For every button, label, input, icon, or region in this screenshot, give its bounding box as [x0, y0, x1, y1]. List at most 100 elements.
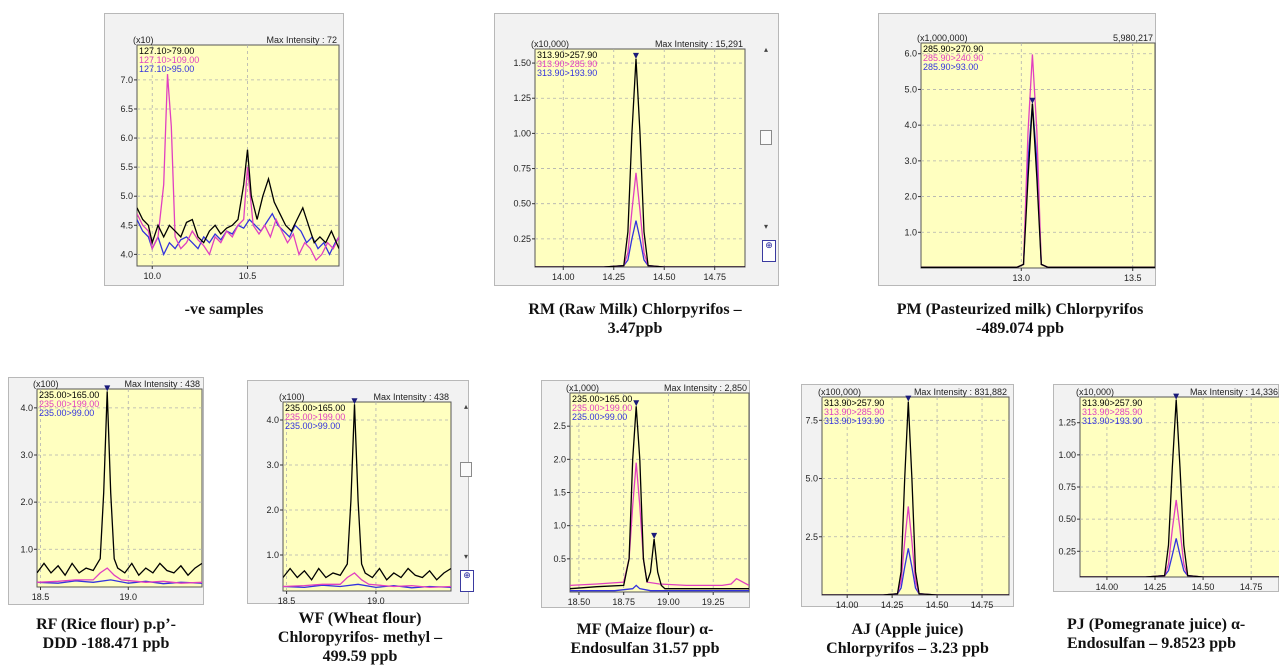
zoom-icon[interactable]: ⊕	[762, 240, 776, 262]
plot-area	[534, 48, 746, 268]
legend-entry: 235.00>99.00	[39, 408, 94, 418]
y-tick-label: 1.0	[904, 227, 917, 237]
peak-marker	[651, 532, 658, 539]
legend-entry: 285.90>93.00	[923, 62, 978, 72]
caption-pm: PM (Pasteurized milk) Chlorpyrifos -489.…	[896, 301, 1144, 337]
y-tick-label: 3.0	[266, 460, 279, 470]
series-line	[921, 103, 1155, 268]
y-tick-label: 2.0	[20, 497, 33, 507]
x-tick-label: 14.75	[971, 600, 994, 608]
y-tick-label: 5.5	[120, 162, 133, 172]
y-tick-label: 5.0	[120, 191, 133, 201]
x-tick-label: 14.25	[602, 272, 625, 282]
series-group	[137, 74, 339, 262]
x-tick-label: 14.25	[1144, 582, 1167, 592]
y-tick-label: 1.0	[266, 550, 279, 560]
series-line	[37, 579, 202, 585]
x-tick-label: 13.5	[1124, 273, 1142, 283]
y-tick-label: 1.0	[20, 544, 33, 554]
x-tick-label: 14.50	[1192, 582, 1215, 592]
scroll-up-icon[interactable]: ▴	[763, 45, 768, 54]
peak-marker	[104, 385, 111, 392]
y-tick-label: 0.25	[1058, 546, 1076, 556]
chart-svg: 0.25 0.50 0.75 1.00 1.25 14.00 14.25 14.50 14.75…	[1058, 387, 1279, 592]
max-intensity-label: Max Intensity : 14,336	[1190, 387, 1278, 397]
legend-entry: 285.90>270.90	[923, 44, 983, 54]
y-tick-label: 0.50	[1058, 514, 1076, 524]
legend-entry: 313.90>257.90	[1082, 398, 1142, 408]
chromatogram-panel-pm: 1.0 2.0 3.0 4.0 5.0 6.0 13.0 13.5 (x1,000,000) 5,…	[878, 13, 1156, 286]
scroll-thumb[interactable]	[760, 130, 772, 145]
max-intensity-label: Max Intensity : 72	[266, 35, 337, 45]
chart-svg: 0.25 0.50 0.75 1.00 1.25 1.50 14.00 14.25 14.50 1…	[513, 39, 746, 282]
x-tick-label: 10.0	[143, 271, 161, 281]
y-tick-label: 2.0	[553, 454, 566, 464]
scroll-down-icon[interactable]: ▾	[463, 552, 468, 561]
x-tick-label: 19.0	[120, 592, 138, 602]
legend-entry: 235.00>165.00	[39, 390, 99, 400]
multiplier-label: (x100,000)	[818, 387, 861, 397]
scroll-down-icon[interactable]: ▾	[763, 222, 768, 231]
series-group	[570, 406, 749, 592]
legend-entry: 313.90>193.90	[824, 416, 884, 426]
scroll-up-icon[interactable]: ▴	[463, 402, 468, 411]
y-tick-label: 5.0	[904, 84, 917, 94]
chromatogram-panel-mf: 0.5 1.0 1.5 2.0 2.5 18.50 18.75 19.00 19.25 (x1,0…	[541, 380, 750, 608]
y-tick-label: 0.25	[513, 234, 531, 244]
series-line	[535, 58, 745, 267]
legend-entry: 127.10>95.00	[139, 64, 194, 74]
scroll-thumb[interactable]	[460, 462, 472, 477]
x-tick-label: 18.75	[612, 597, 635, 607]
chromatogram-panel-wf: 1.0 2.0 3.0 4.0 18.5 19.0 (x100) Max Intensity …	[247, 380, 469, 605]
plot-area	[136, 44, 340, 267]
legend-entry: 313.90>193.90	[537, 68, 597, 78]
x-tick-label: 10.5	[239, 271, 257, 281]
caption-neg: -ve samples	[184, 301, 264, 318]
chromatogram-panel-rm: 0.25 0.50 0.75 1.00 1.25 1.50 14.00 14.25 14.50 1…	[494, 13, 779, 286]
y-tick-label: 2.5	[805, 532, 818, 542]
legend-entry: 313.90>285.90	[1082, 407, 1142, 417]
vertical-scrollbar-wf[interactable]: ▴ ▾	[460, 402, 472, 572]
chart-svg: 2.5 5.0 7.5 14.00 14.25 14.50 14.75 (x100,000) M…	[805, 387, 1010, 608]
caption-pj: PJ (Pomegranate juice) α- Endosulfan – 9…	[1067, 616, 1246, 652]
y-tick-label: 7.0	[120, 75, 133, 85]
series-line	[1080, 399, 1279, 577]
x-tick-label: 19.25	[702, 597, 725, 607]
series-group	[283, 404, 451, 589]
legend-entry: 127.10>79.00	[139, 46, 194, 56]
y-tick-label: 4.5	[120, 220, 133, 230]
legend-entry: 235.00>165.00	[572, 394, 632, 404]
series-line	[37, 567, 202, 584]
zoom-icon[interactable]: ⊕	[460, 570, 474, 592]
max-intensity-label: Max Intensity : 15,291	[655, 39, 743, 49]
x-tick-label: 14.00	[1096, 582, 1119, 592]
peak-marker	[1173, 393, 1180, 400]
vertical-scrollbar-rm[interactable]: ▴ ▾	[760, 45, 772, 250]
legend-entry: 235.00>199.00	[39, 399, 99, 409]
caption-mf: MF (Maize flour) α- Endosulfan 31.57 ppb	[570, 621, 720, 657]
chromatogram-panel-rf: 1.0 2.0 3.0 4.0 18.5 19.0 (x100) Max Intensity …	[8, 377, 204, 605]
chromatogram-panel-neg: 4.0 4.5 5.0 5.5 6.0 6.5 7.0 10.0 10.5 (x10) Max In…	[104, 13, 344, 286]
max-intensity-label: Max Intensity : 2,850	[664, 383, 747, 393]
legend-entry: 235.00>99.00	[285, 421, 340, 431]
caption-rf: RF (Rice flour) p.p’- DDD -188.471 ppb	[36, 616, 176, 652]
caption-wf: WF (Wheat flour) Chloropyrifos- methyl –…	[277, 610, 443, 665]
caption-rm: RM (Raw Milk) Chlorpyrifos – 3.47ppb	[528, 301, 742, 337]
legend-entry: 313.90>257.90	[537, 50, 597, 60]
chart-svg: 1.0 2.0 3.0 4.0 18.5 19.0 (x100) Max Intensity …	[266, 392, 452, 605]
x-tick-label: 18.5	[32, 592, 50, 602]
chart-svg: 1.0 2.0 3.0 4.0 5.0 6.0 13.0 13.5 (x1,000,000) 5,…	[904, 33, 1156, 283]
legend-entry: 313.90>285.90	[824, 407, 884, 417]
x-tick-label: 14.00	[552, 272, 575, 282]
x-tick-label: 14.50	[653, 272, 676, 282]
series-group	[822, 401, 1009, 595]
y-tick-label: 1.5	[553, 488, 566, 498]
multiplier-label: (x100)	[33, 379, 59, 389]
legend-entry: 127.10>109.00	[139, 55, 199, 65]
series-line	[570, 584, 749, 592]
series-line	[137, 149, 339, 249]
x-tick-label: 14.75	[1240, 582, 1263, 592]
legend-entry: 313.90>193.90	[1082, 416, 1142, 426]
max-intensity-label: 5,980,217	[1113, 33, 1153, 43]
y-tick-label: 2.0	[904, 192, 917, 202]
